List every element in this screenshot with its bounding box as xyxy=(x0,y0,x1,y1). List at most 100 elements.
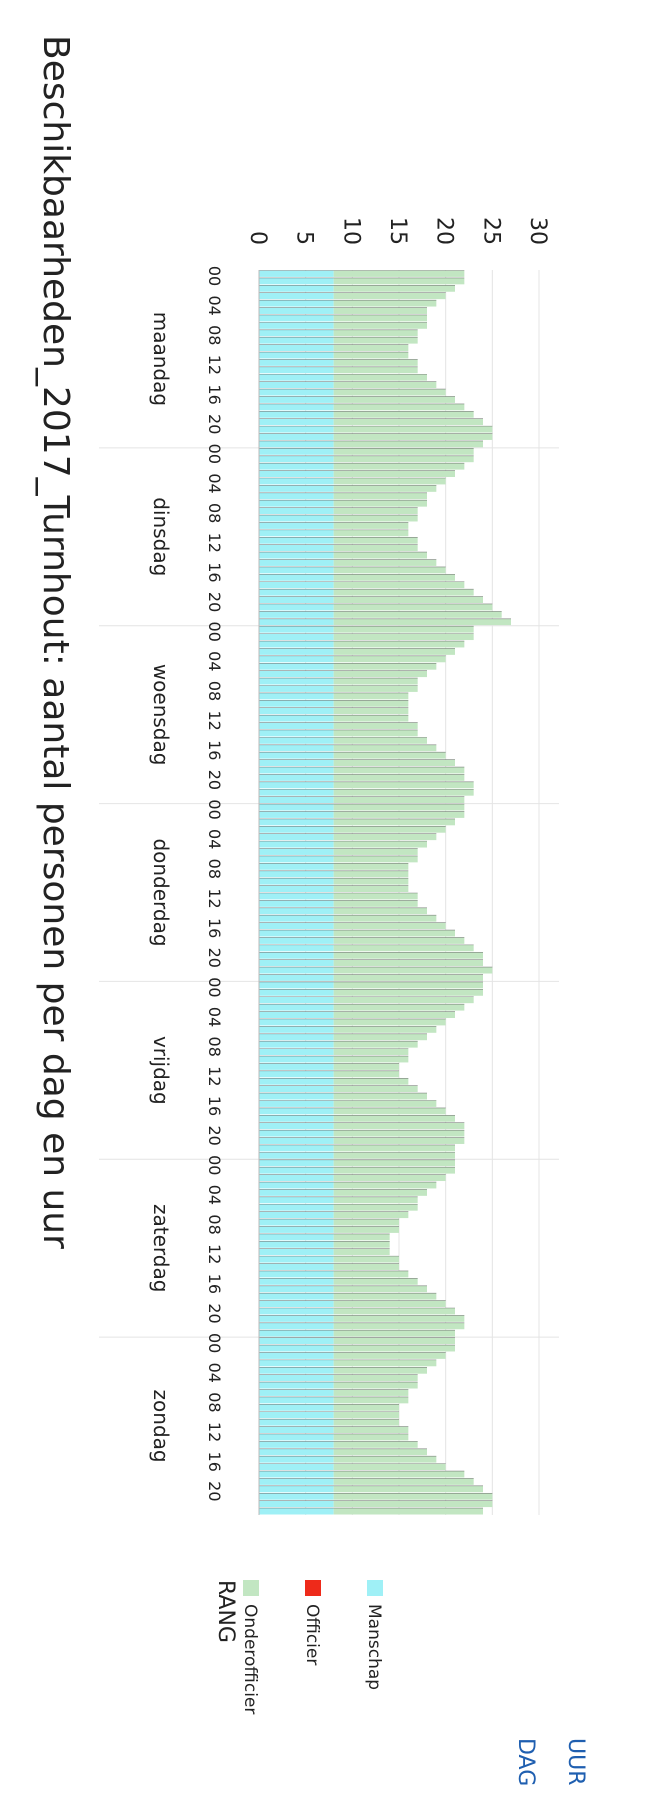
bar-onderofficier xyxy=(333,426,493,433)
bar-manschap xyxy=(258,426,334,433)
bar-manschap xyxy=(258,1241,334,1248)
x-header-dag: DAG xyxy=(513,1738,538,1786)
day-label: maandag xyxy=(149,312,173,406)
bar-manschap xyxy=(258,818,334,826)
bar-onderofficier xyxy=(333,663,437,670)
bar-manschap xyxy=(258,885,334,893)
bar-onderofficier xyxy=(333,1241,390,1248)
x-tick-label: 20 xyxy=(205,1481,224,1501)
bar-onderofficier xyxy=(333,1033,427,1041)
bar-onderofficier xyxy=(333,574,455,581)
bar-manschap xyxy=(258,781,334,789)
bar-manschap xyxy=(258,1018,334,1026)
bar-onderofficier xyxy=(333,1285,427,1293)
legend-swatch-manschap xyxy=(367,1580,383,1596)
x-tick-label: 04 xyxy=(205,1185,224,1205)
x-tick-label: 00 xyxy=(205,799,224,819)
bar-onderofficier xyxy=(333,1093,427,1100)
legend-item-onderofficier[interactable]: Onderofficier xyxy=(240,1580,260,1714)
x-tick-label: 20 xyxy=(205,1125,224,1145)
bar-manschap xyxy=(258,1367,334,1374)
legend-item-officier[interactable]: Officier xyxy=(302,1580,322,1665)
x-tick-label: 04 xyxy=(205,829,224,849)
y-tick-label: 30 xyxy=(525,217,550,245)
bar-manschap xyxy=(258,663,334,670)
chart-title: Beschikbaarheden_2017_Turnhout: aantal p… xyxy=(35,35,76,1249)
bar-onderofficier xyxy=(333,522,409,529)
bar-onderofficier xyxy=(333,515,418,522)
bar-manschap xyxy=(258,492,334,500)
bar-manschap xyxy=(258,1219,334,1226)
bar-onderofficier xyxy=(333,922,446,930)
bar-manschap xyxy=(258,655,334,663)
bar-manschap xyxy=(258,1285,334,1293)
bar-onderofficier xyxy=(333,655,446,663)
bar-manschap xyxy=(258,841,334,848)
bar-manschap xyxy=(258,529,334,537)
bar-onderofficier xyxy=(333,715,409,722)
bar-manschap xyxy=(258,396,334,403)
bar-manschap xyxy=(258,715,334,722)
bar-manschap xyxy=(258,1278,334,1285)
x-tick-label: 04 xyxy=(205,295,224,315)
day-label: woensdag xyxy=(149,664,173,766)
bar-manschap xyxy=(258,1137,334,1144)
bar-manschap xyxy=(258,552,334,559)
bar-manschap xyxy=(258,1345,334,1352)
legend-item-manschap[interactable]: Manschap xyxy=(364,1580,384,1690)
legend-title: RANG xyxy=(213,1580,238,1643)
bar-onderofficier xyxy=(333,767,465,774)
bar-manschap xyxy=(258,1456,334,1463)
bar-manschap xyxy=(258,292,334,300)
bar-manschap xyxy=(258,796,334,804)
bar-onderofficier xyxy=(333,878,409,885)
bar-manschap xyxy=(258,1107,334,1115)
bar-onderofficier xyxy=(333,1308,455,1315)
x-tick-label: 12 xyxy=(205,1244,224,1264)
bar-onderofficier xyxy=(333,1278,418,1285)
bar-manschap xyxy=(258,448,334,455)
rotated-chart-group: Beschikbaarheden_2017_Turnhout: aantal p… xyxy=(35,35,588,1786)
bar-manschap xyxy=(258,989,334,996)
bar-onderofficier xyxy=(333,329,418,337)
bar-manschap xyxy=(258,1056,334,1063)
bar-onderofficier xyxy=(333,270,465,277)
legend: RANG Onderofficier Officier Manschap xyxy=(213,1580,384,1714)
bar-manschap xyxy=(258,1144,334,1152)
x-tick-label: 04 xyxy=(205,473,224,493)
bar-manschap xyxy=(258,1033,334,1041)
bar-manschap xyxy=(258,329,334,337)
bar-onderofficier xyxy=(333,470,455,478)
bar-onderofficier xyxy=(333,818,455,826)
bar-onderofficier xyxy=(333,418,483,426)
bar-manschap xyxy=(258,1078,334,1085)
bar-onderofficier xyxy=(333,930,455,937)
plot-area: 0 5 10 15 20 25 30 00 04 08 12 16 20 maandag 00 04 08 12 1… xyxy=(99,217,559,1515)
bar-manschap xyxy=(258,811,334,818)
bar-onderofficier xyxy=(333,463,465,470)
bar-onderofficier xyxy=(333,1085,418,1093)
x-tick-label: 12 xyxy=(205,710,224,730)
bar-onderofficier xyxy=(333,1500,493,1508)
bar-manschap xyxy=(258,411,334,418)
bar-onderofficier xyxy=(333,752,446,759)
bar-onderofficier xyxy=(333,1322,465,1330)
bar-onderofficier xyxy=(333,277,465,285)
day-label: zondag xyxy=(149,1390,173,1463)
bar-onderofficier xyxy=(333,307,427,314)
bar-manschap xyxy=(258,1352,334,1359)
bar-onderofficier xyxy=(333,1174,446,1182)
bar-onderofficier xyxy=(333,893,418,900)
bar-manschap xyxy=(258,1419,334,1426)
x-tick-label: 08 xyxy=(205,503,224,523)
bar-onderofficier xyxy=(333,1048,409,1056)
bar-manschap xyxy=(258,1211,334,1219)
bar-manschap xyxy=(258,1048,334,1056)
bar-manschap xyxy=(258,1063,334,1070)
bar-manschap xyxy=(258,848,334,855)
bar-manschap xyxy=(258,544,334,552)
bar-manschap xyxy=(258,463,334,470)
bar-manschap xyxy=(258,737,334,744)
bar-manschap xyxy=(258,307,334,314)
bar-manschap xyxy=(258,678,334,685)
